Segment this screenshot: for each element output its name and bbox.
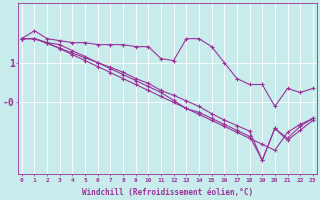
X-axis label: Windchill (Refroidissement éolien,°C): Windchill (Refroidissement éolien,°C) — [82, 188, 253, 197]
